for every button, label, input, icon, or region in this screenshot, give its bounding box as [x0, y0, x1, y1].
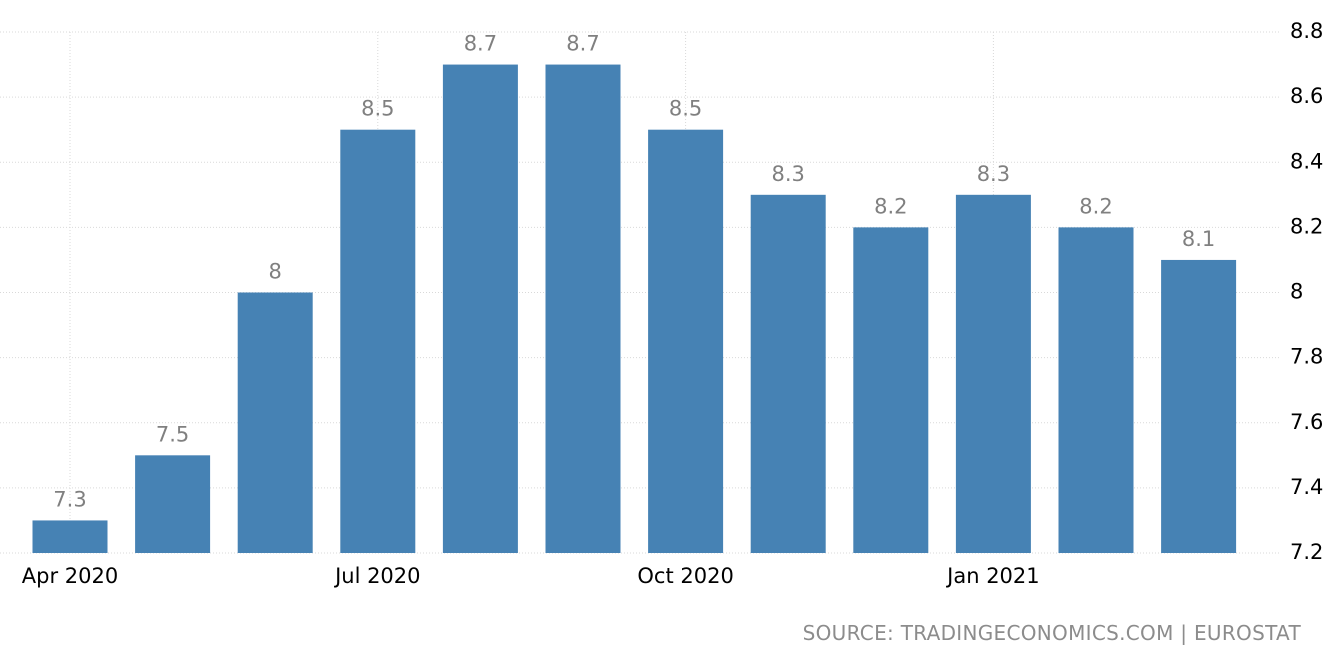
y-tick-label: 8.2 — [1290, 214, 1323, 238]
bar — [955, 194, 1031, 553]
bar — [648, 129, 724, 553]
bar — [442, 64, 518, 553]
bar — [135, 455, 211, 553]
y-tick-label: 8.6 — [1290, 84, 1323, 108]
y-tick-label: 8 — [1290, 280, 1303, 304]
data-label: 8.5 — [361, 97, 394, 121]
y-tick-label: 8.8 — [1290, 19, 1323, 43]
x-tick-label: Jul 2020 — [333, 564, 420, 588]
bar — [340, 129, 416, 553]
data-label: 7.5 — [156, 422, 189, 446]
data-label: 8.7 — [464, 32, 497, 56]
gridlines — [0, 31, 1280, 554]
bars — [32, 64, 1237, 553]
x-tick-label: Jan 2021 — [945, 564, 1040, 588]
x-tick-label: Oct 2020 — [637, 564, 733, 588]
y-tick-label: 8.4 — [1290, 149, 1323, 173]
data-label: 7.3 — [53, 487, 86, 511]
bar — [1058, 227, 1134, 553]
bar — [1161, 259, 1237, 553]
data-label: 8 — [269, 260, 282, 284]
data-label: 8.2 — [874, 194, 907, 218]
bar — [32, 520, 108, 553]
bar — [545, 64, 621, 553]
bar — [750, 194, 826, 553]
bar — [853, 227, 929, 553]
y-tick-label: 7.6 — [1290, 410, 1323, 434]
data-label: 8.2 — [1079, 194, 1112, 218]
data-label: 8.3 — [977, 162, 1010, 186]
data-label: 8.5 — [669, 97, 702, 121]
y-tick-label: 7.4 — [1290, 475, 1323, 499]
data-label: 8.7 — [566, 32, 599, 56]
x-tick-label: Apr 2020 — [22, 564, 118, 588]
bar — [237, 292, 313, 553]
y-tick-label: 7.2 — [1290, 540, 1323, 564]
source-note: SOURCE: TRADINGECONOMICS.COM | EUROSTAT — [802, 621, 1301, 645]
data-label: 8.1 — [1182, 227, 1215, 251]
y-tick-label: 7.8 — [1290, 345, 1323, 369]
data-label: 8.3 — [771, 162, 804, 186]
